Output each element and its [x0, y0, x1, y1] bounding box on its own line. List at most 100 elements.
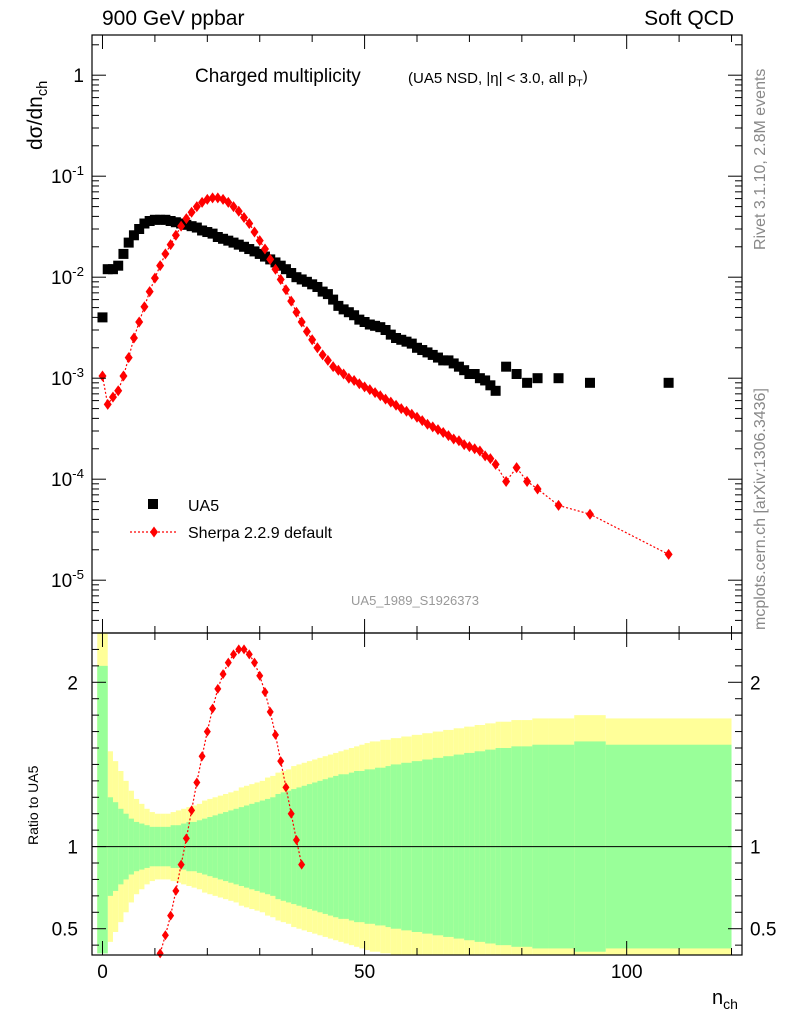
- sherpa-data-point: [512, 462, 521, 474]
- rivet-version-label: Rivet 3.1.10, 2.8M events: [752, 68, 769, 250]
- ratio-mc-point: [261, 687, 269, 698]
- sherpa-data-point: [281, 284, 290, 296]
- main-y-tick-label: 1: [73, 66, 84, 87]
- x-axis-label: nch​: [712, 987, 738, 1012]
- header-left-label: 900 GeV ppbar: [102, 7, 245, 30]
- sherpa-data-point: [323, 354, 332, 366]
- ua5-data-point: [663, 377, 674, 388]
- ua5-data-point: [396, 334, 407, 345]
- ua5-data-point: [301, 276, 312, 287]
- ua5-data-point: [286, 268, 297, 279]
- ua5-data-point: [501, 361, 512, 372]
- ua5-data-point: [391, 332, 402, 343]
- ua5-data-point: [328, 294, 339, 305]
- sherpa-data-point: [255, 235, 264, 247]
- main-plot-area: Charged multiplicity (UA5 NSD, |η| < 3.0,…: [97, 66, 674, 608]
- ua5-data-point: [522, 377, 533, 388]
- main-y-tick-label: 10-5​: [51, 567, 84, 592]
- main-plot-title: Charged multiplicity: [195, 66, 361, 87]
- ua5-data-point: [338, 304, 349, 315]
- ua5-data-point: [443, 355, 454, 366]
- ua5-data-point: [322, 289, 333, 300]
- ua5-data-point: [364, 319, 375, 330]
- ua5-data-point: [427, 349, 438, 360]
- ua5-data-point: [197, 225, 208, 236]
- sherpa-data-point: [250, 226, 259, 238]
- ua5-data-point: [385, 329, 396, 340]
- legend-ua5-label: UA5: [188, 498, 219, 515]
- sherpa-data-point: [313, 342, 322, 354]
- ua5-data-point: [417, 345, 428, 356]
- ua5-data-point: [186, 221, 197, 232]
- ua5-data-point: [270, 257, 281, 268]
- ua5-data-point: [359, 317, 370, 328]
- x-tick-label: 100: [611, 962, 643, 983]
- sherpa-data-point: [554, 499, 563, 511]
- ua5-data-point: [170, 217, 181, 228]
- ua5-data-point: [438, 355, 449, 366]
- ratio-mc-point: [219, 669, 227, 680]
- ua5-data-point: [202, 227, 213, 238]
- header-right-label: Soft QCD: [644, 7, 734, 30]
- ua5-data-point: [102, 264, 113, 275]
- ua5-data-point: [307, 279, 318, 290]
- ua5-data-point: [181, 219, 192, 230]
- plot-frames: 0 50 100 nch​ 10-5​ 10-4​ 10-3​ 10-2​ 10-1​ 1 dσ/d…: [24, 34, 776, 1012]
- ua5-data-point: [118, 248, 129, 259]
- sherpa-data-point: [475, 445, 484, 457]
- sherpa-line: [101, 197, 669, 555]
- sherpa-data-point: [302, 325, 311, 337]
- ua5-data-point: [212, 231, 223, 242]
- sherpa-data-point: [187, 206, 196, 218]
- legend-ua5-marker: [148, 499, 158, 509]
- ratio-mc-point: [282, 782, 290, 793]
- sherpa-data-point: [182, 213, 191, 225]
- ratio-mc-point: [271, 729, 279, 740]
- sherpa-data-point: [150, 272, 159, 284]
- ua5-data-point: [370, 320, 381, 331]
- sherpa-data-point: [486, 453, 495, 465]
- sherpa-data-point: [224, 196, 233, 208]
- ua5-data-point: [113, 260, 124, 271]
- ua5-data-point: [464, 369, 475, 380]
- ua5-data-point: [375, 322, 386, 333]
- main-y-axis-label: dσ/dnch​: [24, 81, 51, 150]
- ua5-data-point: [207, 228, 218, 239]
- sherpa-data-point: [297, 316, 306, 328]
- ratio-mc-point: [209, 703, 217, 714]
- ua5-data-point: [249, 246, 260, 257]
- ua5-data-point: [474, 373, 485, 384]
- ratio-mc-point: [161, 930, 169, 941]
- ua5-data-point: [139, 218, 150, 229]
- ua5-data-point: [553, 373, 564, 384]
- ratio-mc-line: [158, 648, 303, 955]
- ua5-data-point: [453, 361, 464, 372]
- ratio-y-axis-label: Ratio to UA5: [25, 765, 41, 845]
- main-plot-frame: [91, 34, 743, 634]
- ratio-mc-point: [287, 808, 295, 819]
- ratio-mc-point: [203, 726, 211, 737]
- ua5-data-point: [296, 274, 307, 285]
- ua5-data-point: [280, 264, 291, 275]
- ua5-data-point: [123, 237, 134, 248]
- ratio-mc-point: [266, 706, 274, 717]
- ratio-mc-point: [298, 859, 306, 870]
- sherpa-data-point: [585, 508, 594, 520]
- ua5-data-point: [160, 214, 171, 225]
- main-y-tick-label: 10-3​: [51, 365, 84, 390]
- sherpa-data-point: [213, 192, 222, 204]
- ratio-mc-point: [198, 751, 206, 762]
- ua5-data-point: [459, 365, 470, 376]
- sherpa-data-point: [502, 475, 511, 487]
- ratio-y-tick-label-right: 2: [750, 673, 761, 694]
- sherpa-data-point: [276, 273, 285, 285]
- ua5-data-point: [239, 241, 250, 252]
- ua5-data-point: [107, 264, 118, 275]
- ua5-data-point: [312, 281, 323, 292]
- sherpa-data-point: [156, 260, 165, 272]
- sherpa-data-point: [245, 218, 254, 230]
- ratio-mc-point: [235, 644, 243, 655]
- sherpa-data-point: [664, 548, 673, 560]
- ua5-data-point: [469, 369, 480, 380]
- sherpa-data-point: [260, 243, 269, 255]
